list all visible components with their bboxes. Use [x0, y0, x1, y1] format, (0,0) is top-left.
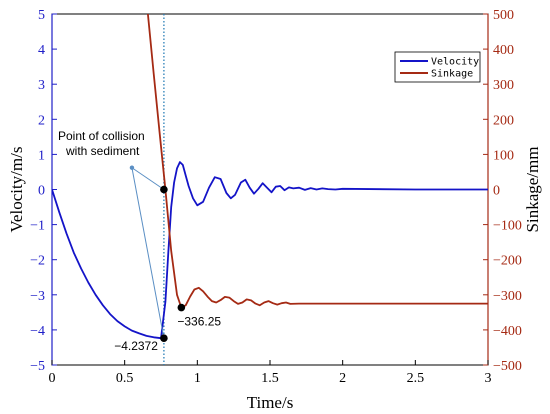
y-left-tick-label: −1	[30, 219, 45, 234]
y-left-tick-label: 0	[38, 184, 45, 199]
y-left-tick-label: 1	[38, 148, 45, 163]
y-left-tick-label: 2	[38, 113, 45, 128]
series-line-velocity	[52, 161, 488, 340]
legend-entry-velocity: Velocity	[431, 57, 479, 68]
data-point-marker	[160, 185, 168, 194]
y-left-tick-label: −4	[30, 324, 45, 339]
y-right-axis-label: Sinkage/mm	[523, 147, 542, 233]
y-left-tick-label: 4	[38, 43, 45, 58]
y-left-tick-label: −3	[30, 289, 45, 304]
annotation-pointer-line	[131, 167, 165, 339]
x-axis-label: Time/s	[247, 393, 294, 412]
annotation-text-line: with sediment	[65, 144, 140, 158]
y-right-tick-label: −500	[493, 359, 522, 374]
y-right-tick-label: 300	[493, 78, 514, 93]
y-left-axis-label: Velocity/m/s	[7, 147, 26, 233]
x-tick-label: 1	[194, 371, 201, 386]
annotation-text-line: Point of collision	[58, 129, 145, 143]
data-point-label: −336.25	[177, 315, 221, 329]
legend-entry-sinkage: Sinkage	[431, 69, 473, 80]
x-tick-label: 0	[49, 371, 56, 386]
y-right-tick-label: 0	[493, 184, 500, 199]
legend-box	[394, 51, 481, 83]
data-point-marker	[160, 334, 168, 343]
y-left-tick-label: 3	[38, 78, 45, 93]
y-left-tick-label: −2	[30, 254, 45, 269]
x-tick-label: 2.5	[407, 371, 425, 386]
y-right-tick-label: −400	[493, 324, 522, 339]
data-point-label: −4.2372	[114, 339, 158, 353]
y-left-tick-label: −5	[30, 359, 45, 374]
y-left-tick-label: 5	[38, 8, 45, 23]
y-right-tick-label: 100	[493, 148, 514, 163]
y-right-tick-label: 400	[493, 43, 514, 58]
x-tick-label: 2	[339, 371, 346, 386]
annotation-anchor-dot	[129, 165, 135, 170]
x-tick-label: 0.5	[116, 371, 134, 386]
annotation-pointer-line	[131, 167, 165, 190]
y-right-tick-label: −100	[493, 219, 522, 234]
data-point-marker	[177, 303, 186, 312]
y-right-tick-label: −300	[493, 289, 522, 304]
x-tick-label: 1.5	[261, 371, 279, 386]
y-right-tick-label: 500	[493, 8, 514, 23]
y-right-tick-label: 200	[493, 113, 514, 128]
x-tick-label: 3	[485, 371, 492, 386]
y-right-tick-label: −200	[493, 254, 522, 269]
